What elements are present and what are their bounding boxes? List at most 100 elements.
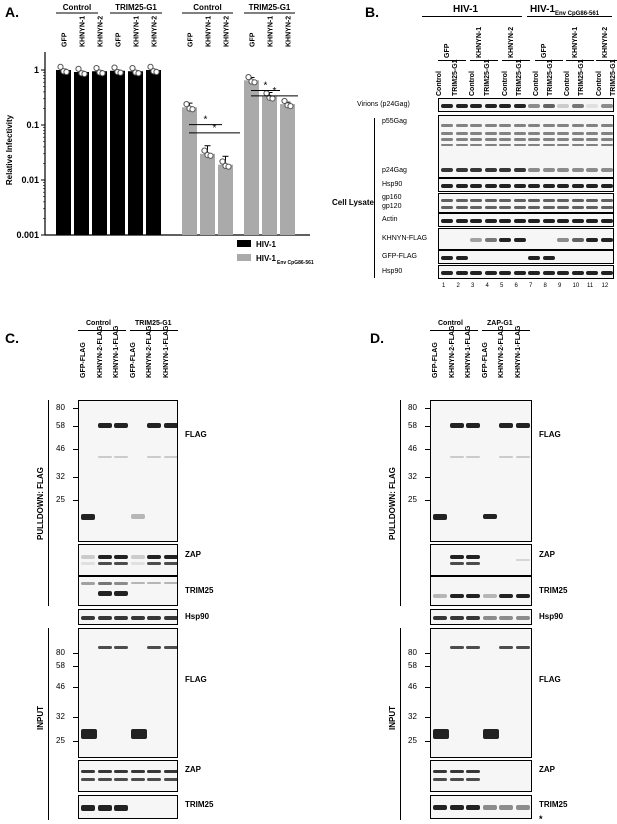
blot-row <box>438 228 614 250</box>
blot-panel <box>78 609 178 625</box>
blot-label: FLAG <box>185 430 207 439</box>
input-label: INPUT <box>36 706 45 730</box>
lane-label: TRIM25-G1 <box>516 59 523 96</box>
mw-marker: 46 <box>56 682 65 691</box>
panel-b: HIV-1 HIV-1Env CpG86-561 GFP KHNYN-1 KHNYN… <box>332 0 617 300</box>
data-point <box>201 147 208 154</box>
mw-marker: 32 <box>56 712 65 721</box>
cell-lysate-label: Cell Lysate <box>332 198 374 207</box>
mw-marker: 80 <box>56 403 65 412</box>
group-label: Control <box>438 320 463 327</box>
lane-label: KHNYN-1-FLAG <box>113 325 120 379</box>
lane-label: Control <box>469 71 476 96</box>
lane-label: GFP <box>116 32 123 47</box>
data-point <box>135 70 142 77</box>
panel-a-label: A. <box>5 4 19 20</box>
bar <box>56 70 71 235</box>
blot-panel <box>78 760 178 792</box>
mw-marker: 46 <box>408 682 417 691</box>
blot-panel <box>78 628 178 758</box>
group-label: KHNYN-1 <box>572 26 579 58</box>
y-tick-label: 1 <box>34 65 39 75</box>
lane-label: GFP-FLAG <box>80 342 87 378</box>
blot-label: ZAP <box>185 550 201 559</box>
lane-label: KHNYN-2 <box>286 16 293 47</box>
lane-label: GFP-FLAG <box>481 342 489 378</box>
blot-label: FLAG <box>539 430 561 439</box>
mw-marker: 46 <box>56 444 65 453</box>
blot-row <box>438 115 614 178</box>
blot-panel <box>78 795 178 819</box>
legend-swatch <box>237 240 251 247</box>
blot-row <box>438 98 614 112</box>
legend-swatch <box>237 254 251 261</box>
legend-label: HIV-1 <box>256 254 277 263</box>
blot-label: Actin <box>382 216 398 223</box>
mw-marker: 58 <box>408 421 417 430</box>
group-label: GFP <box>541 43 548 58</box>
pulldown-label: PULLDOWN: FLAG <box>36 467 45 540</box>
blot-label: ZAP <box>539 550 555 559</box>
data-point <box>57 63 64 70</box>
lane-label: TRIM25-G1 <box>578 59 585 96</box>
data-point <box>81 70 88 78</box>
mw-marker: 32 <box>56 472 65 481</box>
lane-number: 2 <box>456 283 460 289</box>
bar <box>182 107 197 235</box>
group-label: Control <box>193 3 221 12</box>
panel-c: Control TRIM25-G1 GFP-FLAG KHNYN-2-FLAG KHNY… <box>0 320 300 822</box>
group-label: KHNYN-1 <box>476 26 483 58</box>
y-tick-label: 0.001 <box>16 230 39 240</box>
group-label: Control <box>86 320 111 327</box>
bar <box>128 71 143 235</box>
lane-label: TRIM25-G1 <box>484 59 491 96</box>
group-label: TRIM25-G1 <box>115 3 157 12</box>
mw-marker: 46 <box>408 444 417 453</box>
mw-marker: 25 <box>408 736 417 745</box>
lane-label: GFP-FLAG <box>129 342 137 378</box>
blot-label: Hsp90 <box>382 268 403 275</box>
blot-label: TRIM25 <box>185 800 214 809</box>
lane-label: KHNYN-1 <box>134 16 141 47</box>
data-point <box>111 64 118 71</box>
lane-label: KHNYN-2 <box>98 16 105 47</box>
blot-panel <box>430 760 532 792</box>
bar <box>218 164 233 235</box>
lane-label: TRIM25-G1 <box>547 59 554 96</box>
hiv1-header: HIV-1 <box>453 4 479 15</box>
blot-label: KHNYN-FLAG <box>382 235 428 242</box>
data-point <box>117 69 124 76</box>
blot-panel <box>430 795 532 819</box>
lane-number: 10 <box>572 283 580 289</box>
mw-marker: 25 <box>408 495 417 504</box>
blot-panel <box>430 576 532 606</box>
mw-marker: 25 <box>56 495 65 504</box>
lane-label: KHNYN-2 <box>152 16 159 47</box>
blot-panel <box>430 628 532 758</box>
significance-star: * <box>264 81 268 92</box>
blot-label: p24Gag <box>382 167 407 174</box>
legend-label: HIV-1 <box>256 240 277 249</box>
significance-star: * <box>213 123 217 134</box>
lane-label: KHNYN-2-FLAG <box>96 325 104 379</box>
svg-text:Env CpG86-561: Env CpG86-561 <box>277 260 314 266</box>
input-label: INPUT <box>388 706 397 730</box>
bar <box>74 71 89 235</box>
blot-label: Virions (p24Gag) <box>357 101 410 108</box>
mw-marker: 25 <box>56 736 65 745</box>
lane-label: TRIM25-G1 <box>610 59 617 96</box>
blot-row <box>438 250 614 264</box>
blot-row <box>438 178 614 192</box>
blot-label: Hsp90 <box>539 612 564 621</box>
blot-row <box>438 193 614 213</box>
data-point <box>63 68 70 76</box>
data-point <box>219 158 226 165</box>
group-label: KHNYN-2 <box>508 26 515 58</box>
lane-label: KHNYN-1-FLAG <box>465 325 472 379</box>
significance-star: * <box>204 115 208 126</box>
lane-number: 8 <box>543 283 547 289</box>
lane-label: KHNYN-1 <box>80 16 87 47</box>
lane-label: GFP <box>250 32 257 47</box>
bar <box>146 70 161 235</box>
blot-label: gp160 <box>382 194 402 201</box>
